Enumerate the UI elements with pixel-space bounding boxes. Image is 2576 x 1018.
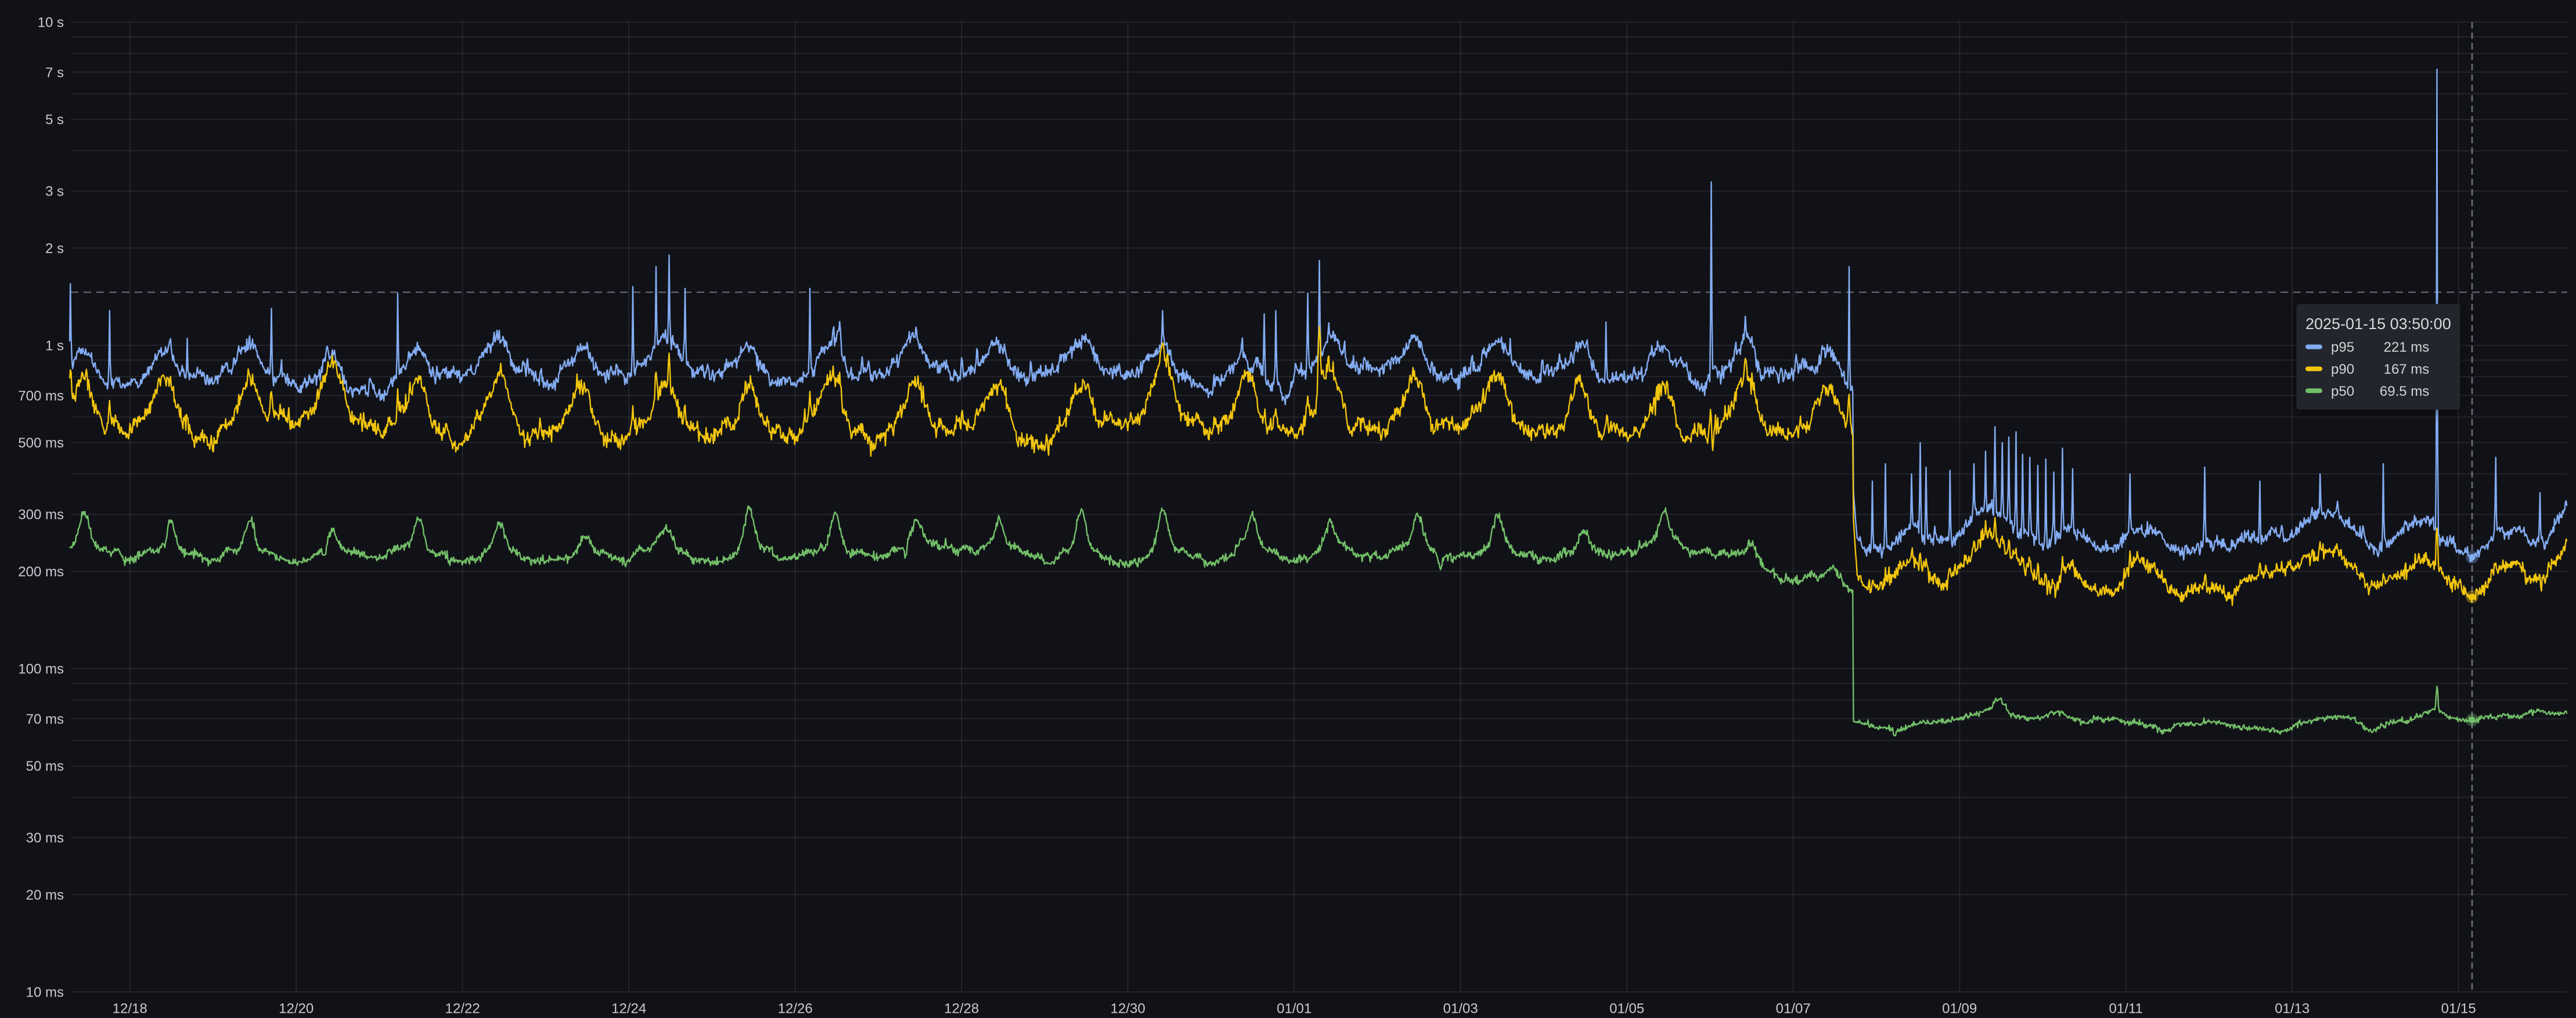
svg-text:3 s: 3 s: [45, 184, 64, 200]
svg-text:01/15: 01/15: [2441, 1001, 2476, 1017]
svg-text:01/07: 01/07: [1776, 1001, 1811, 1017]
svg-text:5 s: 5 s: [45, 112, 64, 128]
svg-text:01/03: 01/03: [1443, 1001, 1478, 1017]
svg-text:70 ms: 70 ms: [26, 712, 64, 727]
svg-text:2025-01-15 03:50:00: 2025-01-15 03:50:00: [2305, 315, 2451, 333]
svg-text:10 s: 10 s: [38, 15, 64, 31]
svg-text:200 ms: 200 ms: [18, 564, 64, 580]
svg-text:50 ms: 50 ms: [26, 759, 64, 774]
svg-text:10 ms: 10 ms: [26, 985, 64, 1001]
svg-text:12/24: 12/24: [611, 1001, 646, 1017]
svg-text:100 ms: 100 ms: [18, 662, 64, 677]
svg-text:01/09: 01/09: [1942, 1001, 1977, 1017]
svg-text:30 ms: 30 ms: [26, 831, 64, 846]
svg-text:167 ms: 167 ms: [2384, 362, 2430, 377]
svg-text:01/05: 01/05: [1609, 1001, 1644, 1017]
svg-text:700 ms: 700 ms: [18, 388, 64, 404]
svg-text:12/28: 12/28: [944, 1001, 979, 1017]
svg-text:1 s: 1 s: [45, 338, 64, 354]
svg-text:12/26: 12/26: [778, 1001, 813, 1017]
svg-text:2 s: 2 s: [45, 241, 64, 257]
svg-text:300 ms: 300 ms: [18, 507, 64, 523]
svg-text:69.5 ms: 69.5 ms: [2380, 384, 2429, 399]
svg-text:p50: p50: [2331, 384, 2354, 399]
svg-text:01/11: 01/11: [2109, 1001, 2143, 1017]
svg-text:p95: p95: [2331, 340, 2354, 355]
svg-text:01/13: 01/13: [2275, 1001, 2310, 1017]
svg-text:20 ms: 20 ms: [26, 887, 64, 903]
svg-text:500 ms: 500 ms: [18, 435, 64, 451]
svg-text:01/01: 01/01: [1277, 1001, 1312, 1017]
svg-text:12/30: 12/30: [1111, 1001, 1145, 1017]
svg-text:221 ms: 221 ms: [2384, 340, 2430, 355]
svg-text:12/22: 12/22: [445, 1001, 480, 1017]
svg-text:p90: p90: [2331, 362, 2354, 377]
svg-text:7 s: 7 s: [45, 65, 64, 81]
svg-text:12/20: 12/20: [279, 1001, 314, 1017]
svg-text:12/18: 12/18: [113, 1001, 147, 1017]
